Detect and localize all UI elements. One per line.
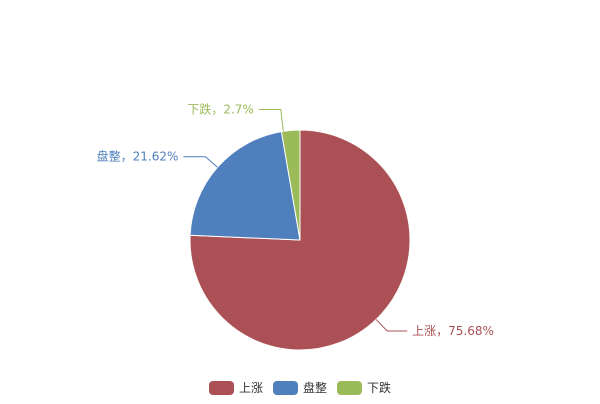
legend-label-2[interactable]: 下跌 (367, 380, 391, 395)
label-line-0 (375, 319, 408, 332)
label-line-2 (258, 108, 284, 132)
legend-swatch-1[interactable] (273, 381, 298, 395)
legend-label-1[interactable]: 盘整 (303, 380, 327, 395)
pie-slice-2[interactable] (280, 129, 301, 241)
legend-label-0[interactable]: 上涨 (239, 380, 263, 395)
legend-swatch-2[interactable] (337, 381, 362, 395)
data-label-2: 下跌，2.7% (187, 101, 254, 116)
legend-swatch-0[interactable] (209, 381, 234, 395)
label-line-1 (183, 156, 218, 168)
data-label-0: 上涨，75.68% (412, 323, 494, 338)
data-label-1: 盘整，21.62% (97, 149, 179, 164)
pie-slice-1[interactable] (189, 131, 301, 241)
